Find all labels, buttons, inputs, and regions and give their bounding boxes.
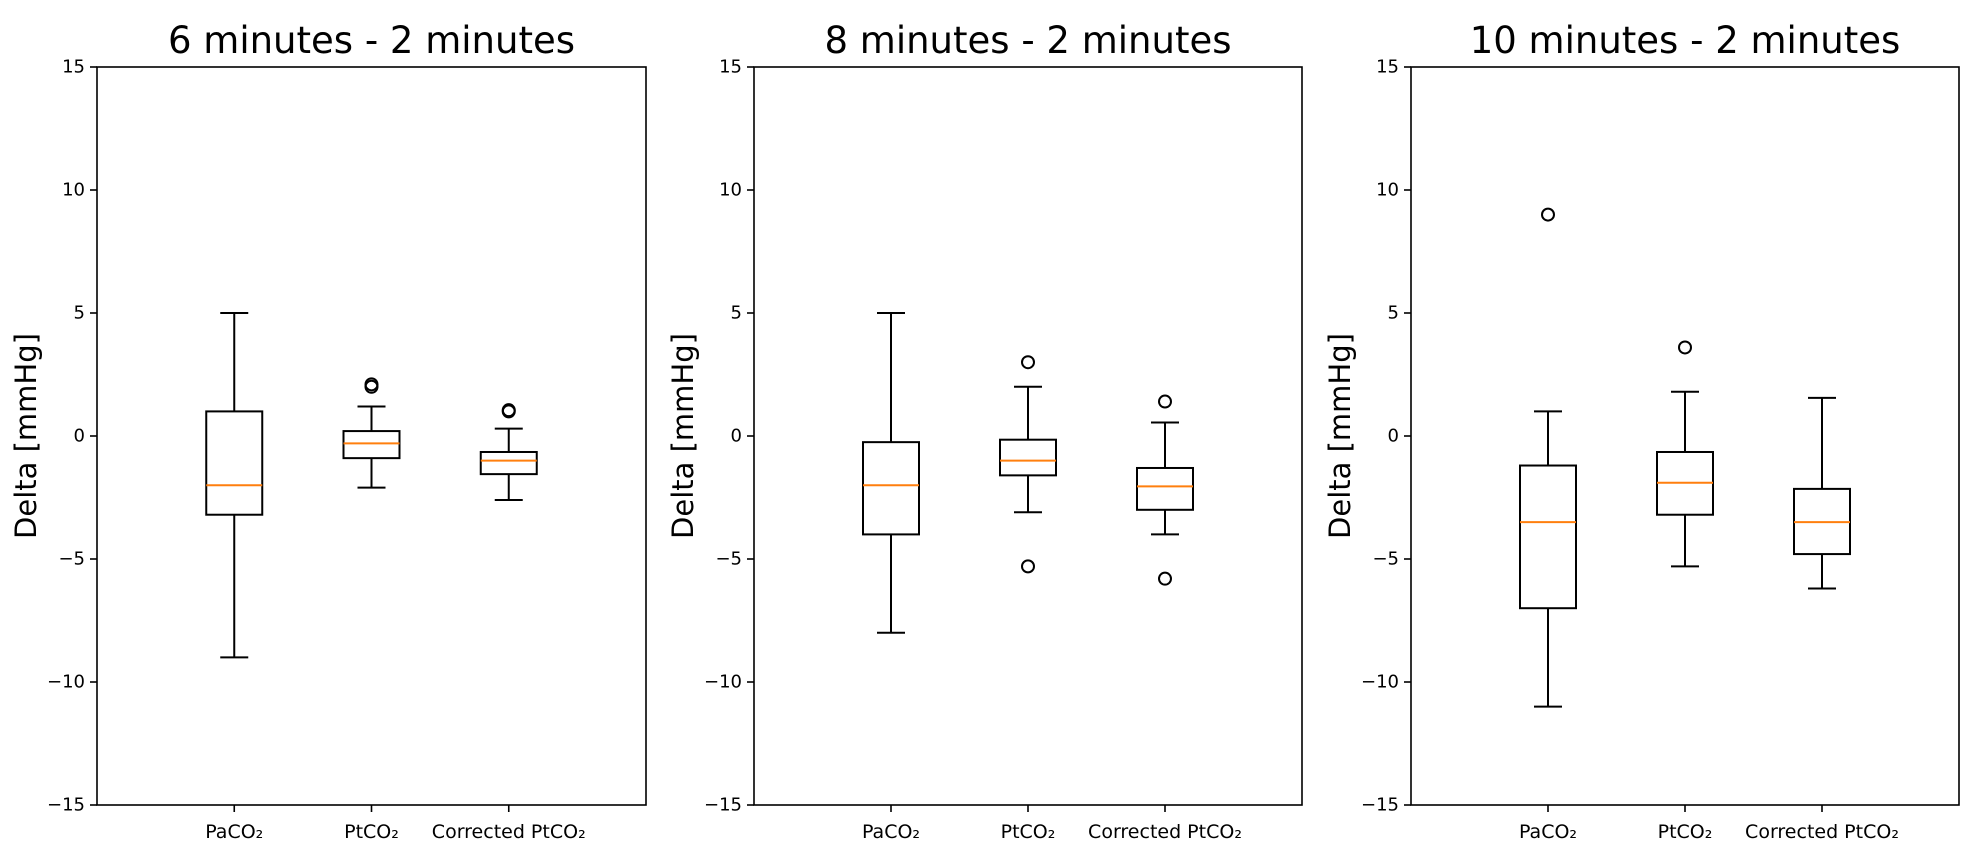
box-plot-3	[1793, 396, 1851, 590]
iqr-box	[1519, 464, 1577, 610]
y-tick-label: 10	[719, 180, 742, 201]
axes-frame	[753, 66, 1303, 806]
y-tick-label: 15	[62, 57, 85, 78]
y-tick-label: −5	[58, 549, 85, 570]
chart-panel-3: 10 minutes - 2 minutes Delta [mmHg] −15 −10…	[1323, 19, 1960, 843]
outlier-point	[1158, 571, 1172, 586]
y-tick-label: −15	[47, 795, 85, 816]
chart-panel-2: 8 minutes - 2 minutes Delta [mmHg] −15 −10 −…	[666, 19, 1303, 843]
outlier-point	[1158, 394, 1172, 409]
y-tick-label: 15	[1376, 57, 1399, 78]
outlier-point	[1021, 355, 1035, 370]
y-tick-label: −10	[1361, 672, 1399, 693]
x-category-label: Corrected PtCO₂	[432, 821, 586, 843]
y-tick-label: 5	[1388, 303, 1399, 324]
chart-title: 6 minutes - 2 minutes	[168, 19, 575, 62]
x-category-label: Corrected PtCO₂	[1745, 821, 1899, 843]
x-category-label: PaCO₂	[205, 821, 263, 843]
iqr-box	[1136, 466, 1194, 511]
y-tick-label: −10	[47, 672, 85, 693]
iqr-box	[205, 410, 264, 516]
iqr-box	[862, 441, 920, 536]
iqr-box	[479, 450, 538, 476]
iqr-box	[999, 438, 1057, 477]
y-axis-label: Delta [mmHg]	[666, 333, 700, 539]
iqr-box	[342, 430, 401, 460]
y-tick-label: 15	[719, 57, 742, 78]
outlier-point	[1541, 207, 1555, 222]
y-tick-label: −5	[715, 549, 742, 570]
box-plot-1	[205, 312, 264, 659]
x-category-label: PtCO₂	[1001, 821, 1056, 843]
chart-panel-1: 6 minutes - 2 minutes Delta [mmHg] −15 −10 −…	[9, 19, 647, 843]
y-tick-label: 10	[62, 180, 85, 201]
outlier-point	[364, 377, 379, 392]
chart-title: 10 minutes - 2 minutes	[1470, 19, 1901, 62]
x-category-label: PtCO₂	[1658, 821, 1713, 843]
outlier-point	[1021, 559, 1035, 574]
y-tick-label: 0	[1388, 426, 1399, 447]
y-tick-label: −15	[1361, 795, 1399, 816]
box-plot-2	[342, 377, 401, 489]
y-tick-label: 10	[1376, 180, 1399, 201]
y-tick-label: 0	[731, 426, 742, 447]
outlier-point	[1678, 340, 1692, 355]
box-plot-2	[999, 355, 1057, 574]
x-category-label: PaCO₂	[1519, 821, 1577, 843]
chart-title: 8 minutes - 2 minutes	[824, 19, 1231, 62]
box-plot-2	[1656, 340, 1714, 568]
box-plot-1	[1519, 207, 1577, 708]
y-tick-label: 5	[731, 303, 742, 324]
y-tick-label: −5	[1372, 549, 1399, 570]
box-plot-3	[1136, 394, 1194, 586]
axes-frame	[1410, 66, 1960, 806]
x-category-label: Corrected PtCO₂	[1088, 821, 1242, 843]
y-axis-label: Delta [mmHg]	[1323, 333, 1357, 539]
y-tick-label: −15	[704, 795, 742, 816]
y-axis-label: Delta [mmHg]	[9, 333, 43, 539]
y-tick-label: −10	[704, 672, 742, 693]
outlier-point	[501, 403, 516, 418]
axes-frame	[96, 66, 647, 806]
y-tick-label: 5	[74, 303, 85, 324]
y-tick-label: 0	[74, 426, 85, 447]
box-plot-3	[479, 403, 538, 501]
box-plot-1	[862, 312, 920, 634]
x-category-label: PaCO₂	[862, 821, 920, 843]
x-category-label: PtCO₂	[344, 821, 399, 843]
